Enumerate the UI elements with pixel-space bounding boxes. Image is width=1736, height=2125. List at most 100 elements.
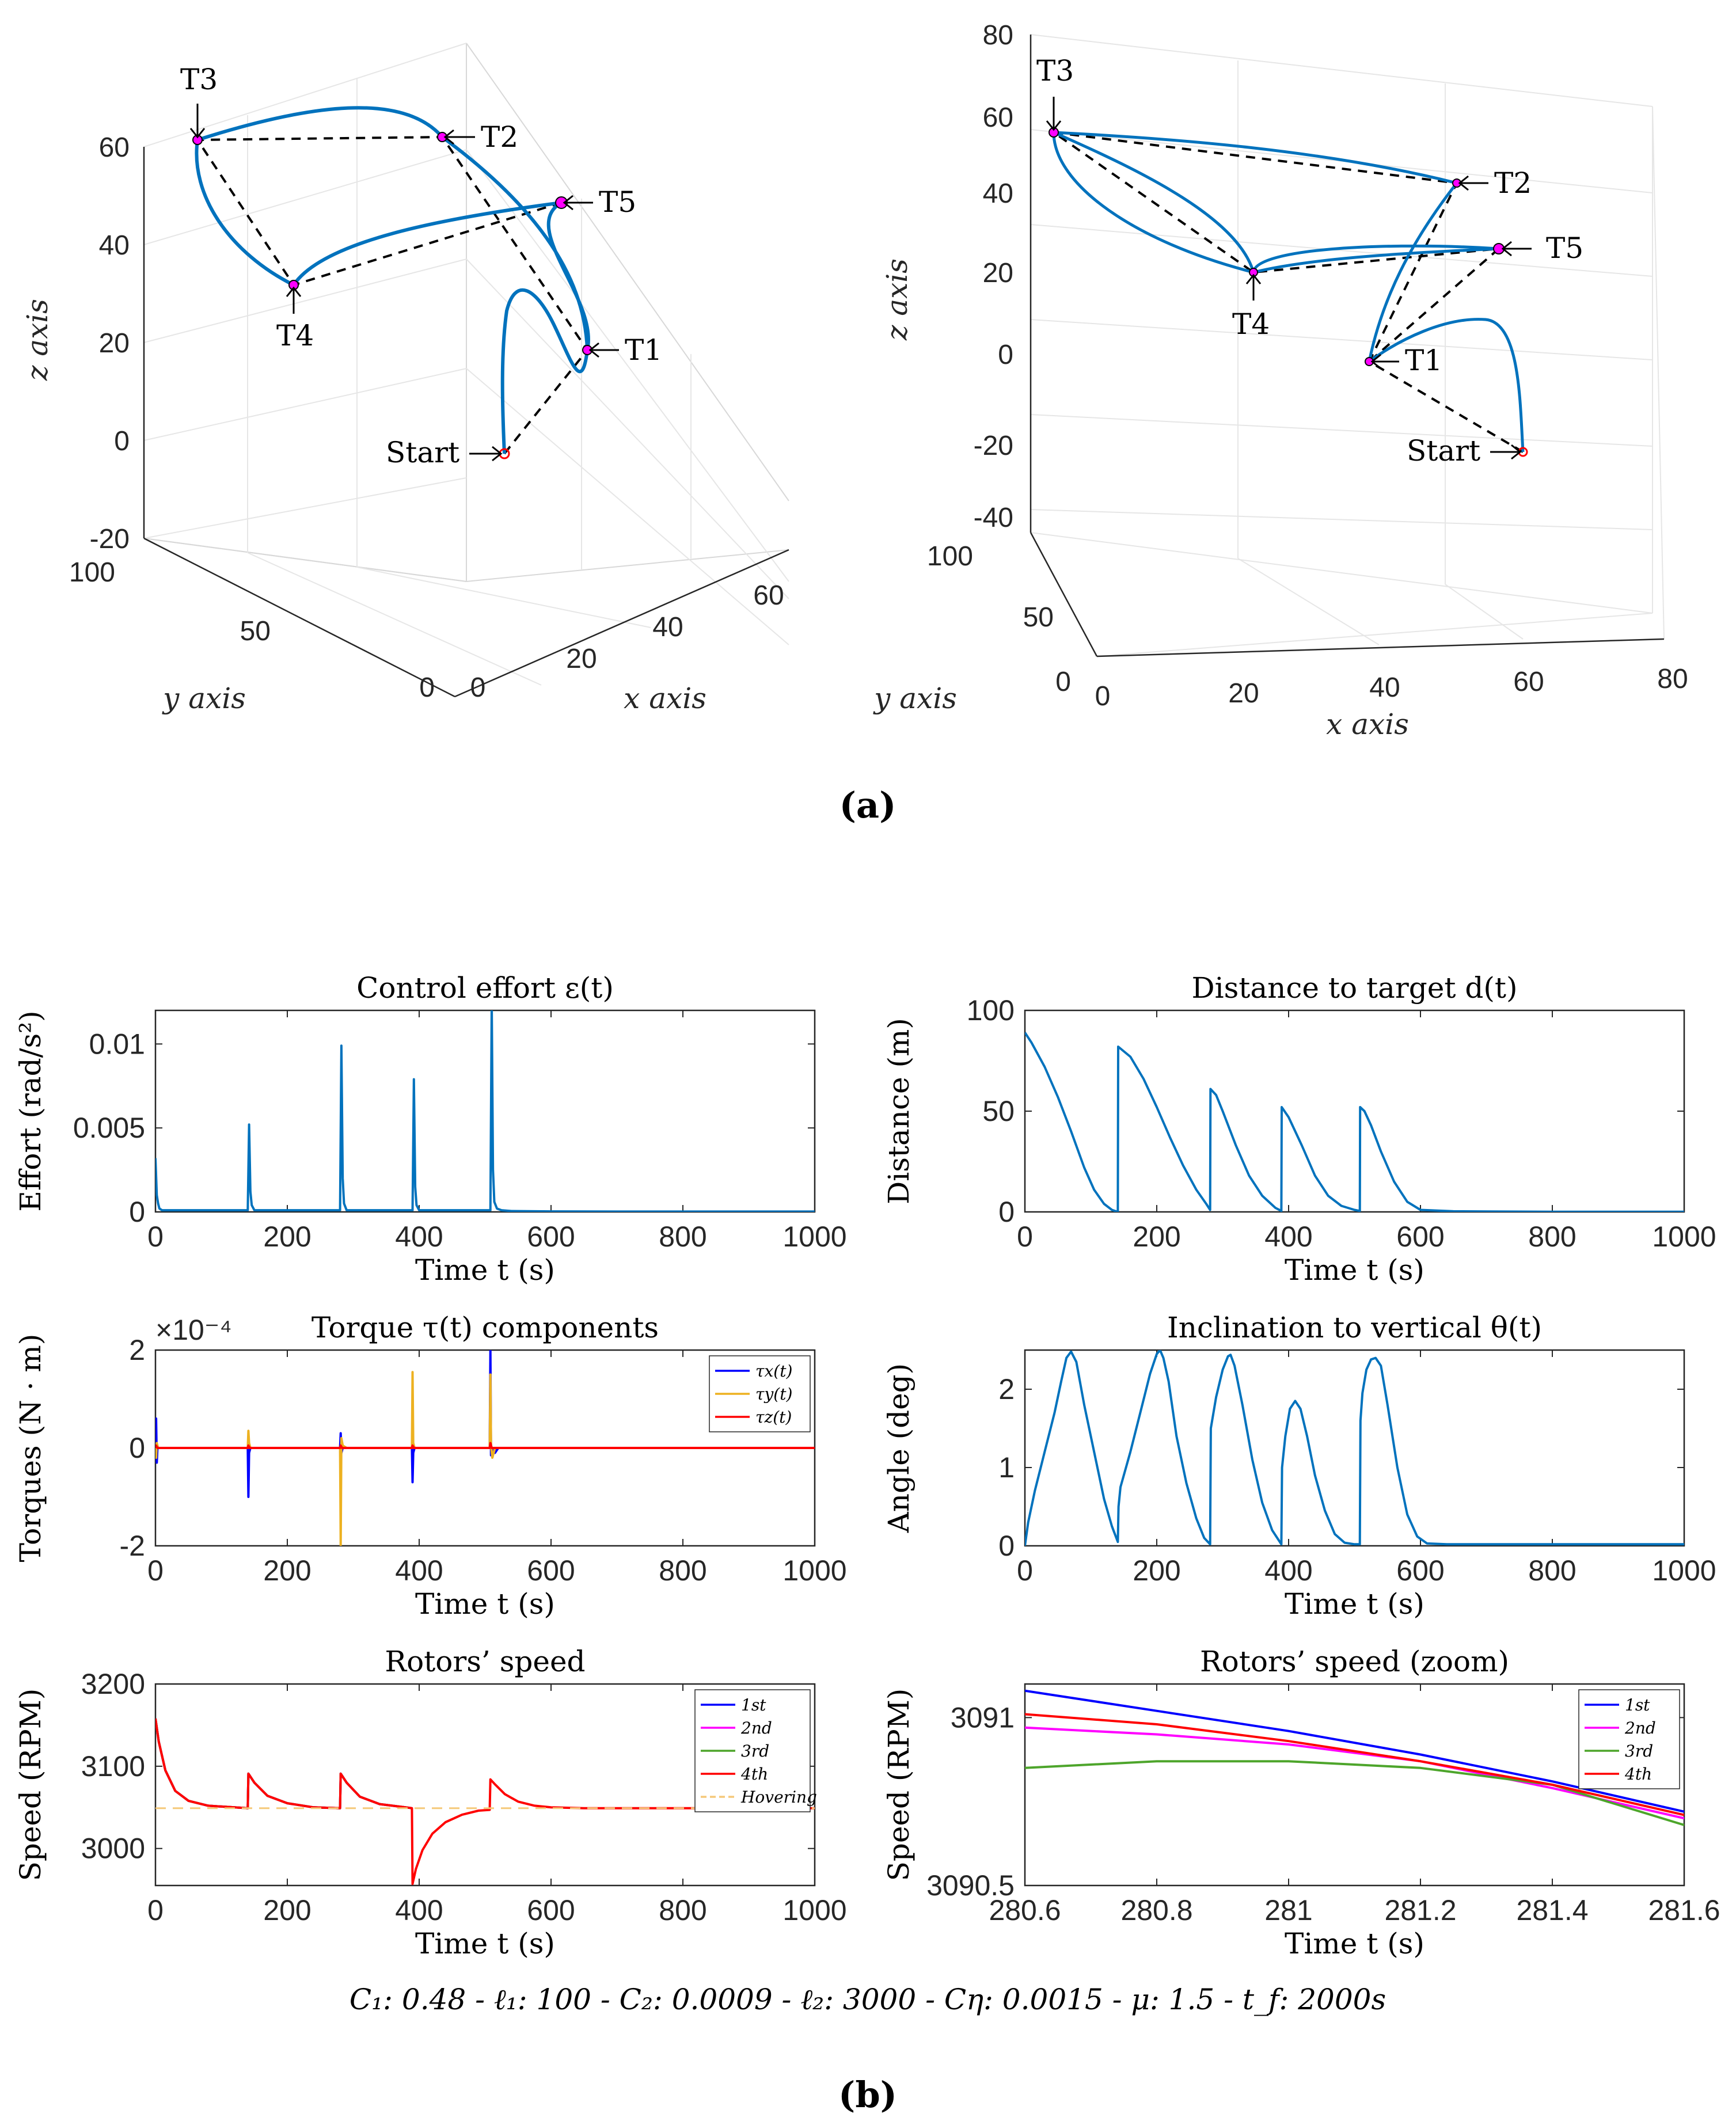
z-tick-label: -40 <box>974 503 1013 533</box>
legend-label: 3rd <box>741 1742 769 1761</box>
z-tick-label: 0 <box>114 426 130 457</box>
x-tick-label: 60 <box>1513 667 1544 697</box>
chart-1: 0 200 400 600 800 1000 0 0.005 0.01 Control effor… <box>14 971 847 1287</box>
x-tick-label: 280.6 <box>989 1894 1061 1926</box>
z-tick-label: 60 <box>99 132 130 163</box>
x-tick-label: 400 <box>1264 1554 1312 1587</box>
legend-label: 1st <box>1625 1696 1650 1715</box>
x-tick-label: 400 <box>1264 1221 1312 1253</box>
x-tick-label: 0 <box>1095 681 1111 712</box>
x-tick-label: 400 <box>395 1221 443 1253</box>
y-tick-label: 3090.5 <box>926 1869 1015 1902</box>
y-tick-label: 3100 <box>81 1750 145 1782</box>
legend-box <box>1578 1689 1680 1789</box>
series-line-4th <box>155 1718 815 1885</box>
target-label-t2: T2 <box>481 120 518 154</box>
series-line-4th <box>1025 1713 1684 1816</box>
series-group <box>1025 1032 1684 1212</box>
series-group <box>1025 1350 1684 1546</box>
x-tick-label: 1000 <box>1652 1221 1716 1253</box>
x-tick-label: 281 <box>1264 1894 1312 1926</box>
x-axis-label: Time t (s) <box>415 1587 555 1621</box>
legend-label: 4th <box>1624 1765 1652 1784</box>
y-axis-label: Speed (RPM) <box>14 1689 47 1881</box>
x-tick-label: 200 <box>1133 1221 1180 1253</box>
y-tick-label: 2 <box>129 1334 145 1366</box>
z-tick-label: 0 <box>998 340 1013 370</box>
x-tick-label: 20 <box>1228 678 1259 709</box>
x-tick-label: 0 <box>1017 1221 1033 1253</box>
target-label-t4: T4 <box>276 319 314 352</box>
y-axis-label: y axis <box>873 682 957 715</box>
y-tick-label: 50 <box>982 1095 1015 1127</box>
y-tick-label: 50 <box>240 616 271 647</box>
x-tick-label: 0 <box>470 672 486 703</box>
chart-title: Rotors’ speed <box>385 1645 585 1678</box>
series-line-dt <box>1025 1032 1684 1212</box>
y-tick-label: 0 <box>1055 667 1071 697</box>
trajectory-3d-view-right: 80 60 40 20 0 -20 -40 100 50 0 0 20 40 6… <box>873 20 1688 741</box>
z-tick-label: 40 <box>99 230 130 261</box>
z-tick-label: 80 <box>983 20 1013 51</box>
target-label-t1: T1 <box>625 333 662 367</box>
x-tick-label: 600 <box>527 1554 575 1587</box>
y-axis-label: Effort (rad/s²) <box>14 1010 47 1211</box>
x-tick-label: 0 <box>147 1894 164 1926</box>
chart-6: 280.6 280.8 281 281.2 281.4 281.6 3090.5 3091 Ro… <box>882 1645 1720 1960</box>
series-group <box>155 1350 815 1546</box>
x-tick-label: 0 <box>147 1554 164 1587</box>
legend-label: 2nd <box>740 1719 772 1738</box>
x-tick-label: 800 <box>659 1554 706 1587</box>
x-tick-label: 1000 <box>782 1894 846 1926</box>
x-axis-label: Time t (s) <box>1285 1587 1424 1621</box>
x-tick-label: 60 <box>753 580 784 611</box>
x-tick-label: 200 <box>263 1221 311 1253</box>
chart-title: Rotors’ speed (zoom) <box>1200 1645 1509 1678</box>
x-tick-label: 1000 <box>1652 1554 1716 1587</box>
x-tick-label: 40 <box>1369 672 1400 703</box>
legend: τx(t) τy(t) τz(t) <box>709 1355 811 1432</box>
x-tick-label: 0 <box>1017 1554 1033 1587</box>
plot-frame <box>1024 1683 1685 1887</box>
y-tick-label: 0 <box>998 1530 1015 1562</box>
y-axis-label: Angle (deg) <box>882 1363 916 1533</box>
x-tick-label: 600 <box>1396 1554 1444 1587</box>
target-label-t5: T5 <box>599 185 636 219</box>
legend-label: τy(t) <box>755 1385 792 1404</box>
trajectory-3d-view-left: 60 40 20 0 -20 100 50 0 0 20 40 60 z axi… <box>21 43 789 715</box>
x-tick-label: 800 <box>659 1894 706 1926</box>
series-line-t <box>155 1010 815 1212</box>
x-tick-label: 600 <box>1396 1221 1444 1253</box>
y-tick-label: 3000 <box>81 1833 145 1865</box>
y-tick-label: 2 <box>998 1373 1015 1405</box>
y-tick-label: 3091 <box>951 1701 1015 1734</box>
y-tick-label: 1 <box>998 1451 1015 1484</box>
y-tick-label: 0.005 <box>73 1112 145 1144</box>
target-label-t3: T3 <box>180 63 218 96</box>
x-tick-label: 600 <box>527 1894 575 1926</box>
chart-title: Torque τ(t) components <box>312 1311 659 1344</box>
target-label-t4: T4 <box>1232 307 1270 341</box>
y-tick-label: 100 <box>967 994 1015 1027</box>
x-tick-label: 200 <box>263 1554 311 1587</box>
panel-a-label: (a) <box>839 784 897 826</box>
z-axis-label: z axis <box>21 299 54 381</box>
y-tick-label: 0 <box>998 1196 1015 1228</box>
x-axis-label: Time t (s) <box>1285 1253 1424 1287</box>
legend-label: τz(t) <box>755 1408 792 1427</box>
x-tick-label: 281.2 <box>1384 1894 1456 1926</box>
z-axis-label: z axis <box>880 259 914 341</box>
legend-label: τx(t) <box>755 1362 792 1381</box>
legend: 1st 2nd 3rd 4th Hovering <box>694 1689 817 1812</box>
plot-frame <box>154 1009 816 1213</box>
legend: 1st 2nd 3rd 4th <box>1578 1689 1680 1789</box>
target-label-t2: T2 <box>1494 166 1532 200</box>
y-tick-label: -2 <box>120 1530 145 1562</box>
plot-frame <box>1024 1349 1685 1547</box>
x-axis-label: Time t (s) <box>415 1253 555 1287</box>
x-tick-label: 800 <box>1528 1221 1576 1253</box>
y-axis-label: Torques (N · m) <box>14 1334 47 1563</box>
legend-label: 4th <box>740 1765 768 1784</box>
